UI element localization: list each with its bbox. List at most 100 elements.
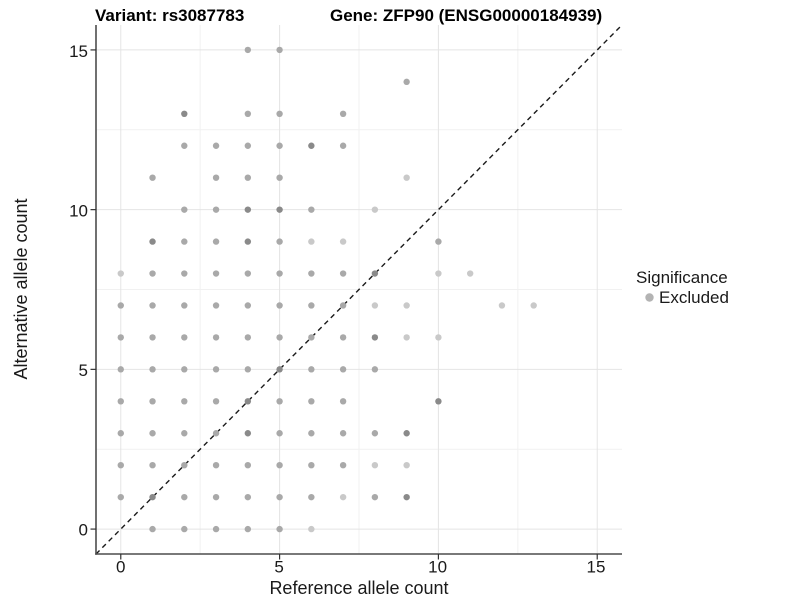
data-points [117, 46, 537, 533]
data-point [149, 366, 156, 373]
identity-dashed-line [95, 24, 623, 555]
data-point [308, 270, 315, 277]
data-point [244, 525, 252, 533]
y-axis-title: Alternative allele count [11, 198, 31, 379]
data-point [339, 142, 347, 149]
data-point [339, 270, 347, 277]
data-point [244, 430, 252, 437]
data-point [339, 366, 347, 373]
data-point [403, 174, 410, 181]
data-point [149, 238, 156, 245]
x-tick-label: 0 [116, 558, 125, 577]
data-point [308, 430, 315, 437]
data-point [276, 238, 283, 245]
data-point [212, 302, 220, 309]
data-point [403, 493, 410, 501]
data-point [308, 334, 315, 341]
x-tick-label: 10 [428, 558, 447, 577]
data-point [339, 334, 347, 341]
data-point [308, 206, 315, 213]
data-point [117, 302, 124, 309]
data-point [276, 110, 283, 118]
data-point [339, 398, 347, 405]
data-point [149, 461, 156, 469]
data-point [371, 334, 379, 341]
data-point [212, 238, 220, 245]
data-point [244, 238, 252, 245]
data-point [244, 493, 252, 501]
data-point [117, 270, 124, 277]
data-point [212, 461, 220, 469]
data-point [276, 142, 283, 149]
data-point [212, 430, 220, 437]
data-point [181, 238, 188, 245]
data-point [466, 270, 474, 277]
x-axis-title: Reference allele count [269, 578, 448, 598]
axes: 0 5 10 15 0 5 10 15 [69, 25, 622, 577]
data-point [339, 238, 347, 245]
data-point [244, 142, 252, 149]
data-point [244, 174, 252, 181]
legend-key-dot [645, 293, 654, 302]
data-point [244, 46, 252, 54]
data-point [308, 142, 315, 149]
data-point [276, 366, 283, 373]
data-point [117, 493, 124, 501]
data-point [212, 493, 220, 501]
data-point [181, 398, 188, 405]
data-point [117, 398, 124, 405]
data-point [117, 334, 124, 341]
data-point [530, 302, 537, 309]
data-point [212, 206, 220, 213]
data-point [149, 398, 156, 405]
data-point [181, 334, 188, 341]
data-point [339, 493, 347, 501]
data-point [244, 366, 252, 373]
data-point [149, 270, 156, 277]
data-point [149, 493, 156, 501]
data-point [181, 206, 188, 213]
data-point [308, 238, 315, 245]
data-point [276, 493, 283, 501]
data-point [244, 110, 252, 118]
x-tick-label: 15 [587, 558, 606, 577]
data-point [339, 302, 347, 309]
data-point [276, 174, 283, 181]
data-point [403, 302, 410, 309]
data-point [244, 270, 252, 277]
data-point [212, 334, 220, 341]
data-point [435, 398, 442, 405]
data-point [371, 270, 379, 277]
data-point [181, 270, 188, 277]
data-point [212, 398, 220, 405]
data-point [308, 525, 315, 533]
data-point [244, 461, 252, 469]
data-point [181, 493, 188, 501]
data-point [149, 334, 156, 341]
data-point [308, 366, 315, 373]
gene-title: Gene: ZFP90 (ENSG00000184939) [330, 6, 602, 25]
data-point [149, 302, 156, 309]
data-point [181, 525, 188, 533]
data-point [371, 461, 379, 469]
data-point [276, 334, 283, 341]
data-point [403, 430, 410, 437]
data-point [371, 366, 379, 373]
data-point [339, 110, 347, 118]
data-point [276, 525, 283, 533]
data-point [181, 366, 188, 373]
data-point [212, 525, 220, 533]
y-tick-label: 0 [79, 521, 88, 540]
data-point [212, 174, 220, 181]
data-point [435, 334, 442, 341]
data-point [212, 142, 220, 149]
data-point [181, 461, 188, 469]
data-point [276, 270, 283, 277]
data-point [276, 461, 283, 469]
data-point [403, 78, 410, 86]
data-point [276, 206, 283, 213]
data-point [308, 493, 315, 501]
data-point [117, 461, 124, 469]
data-point [244, 206, 252, 213]
